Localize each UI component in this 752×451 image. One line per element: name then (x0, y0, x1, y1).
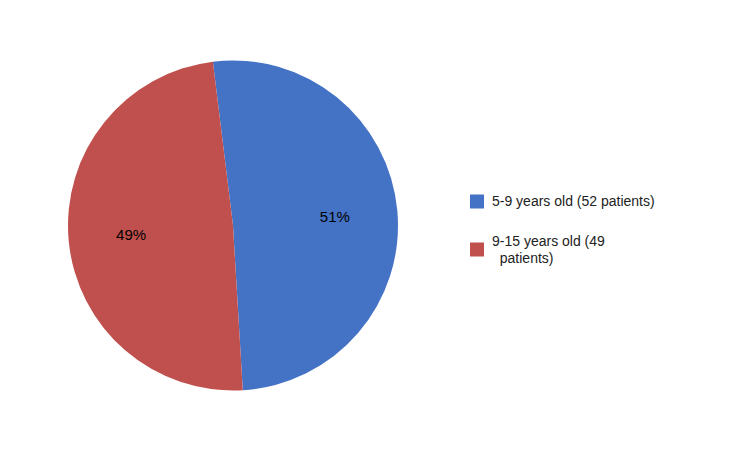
pie (68, 61, 398, 391)
data-label: 51% (320, 208, 350, 225)
data-label: 49% (116, 226, 146, 243)
chart: 51% 49% 5-9 years old (52 patients) 9-15 ye… (0, 0, 752, 451)
legend-swatch (470, 195, 484, 209)
legend: 5-9 years old (52 patients) 9-15 years ol… (470, 193, 655, 265)
data-labels: 51% 49% (116, 208, 350, 244)
legend-item: 5-9 years old (52 patients) (470, 193, 655, 209)
pie-slice (213, 61, 398, 391)
pie-slice (68, 62, 243, 391)
legend-label: 5-9 years old (52 patients) (492, 193, 655, 209)
legend-label: 9-15 years old (49 patients) (492, 233, 605, 266)
legend-swatch (470, 243, 484, 257)
legend-item: 9-15 years old (49 patients) (470, 233, 605, 266)
